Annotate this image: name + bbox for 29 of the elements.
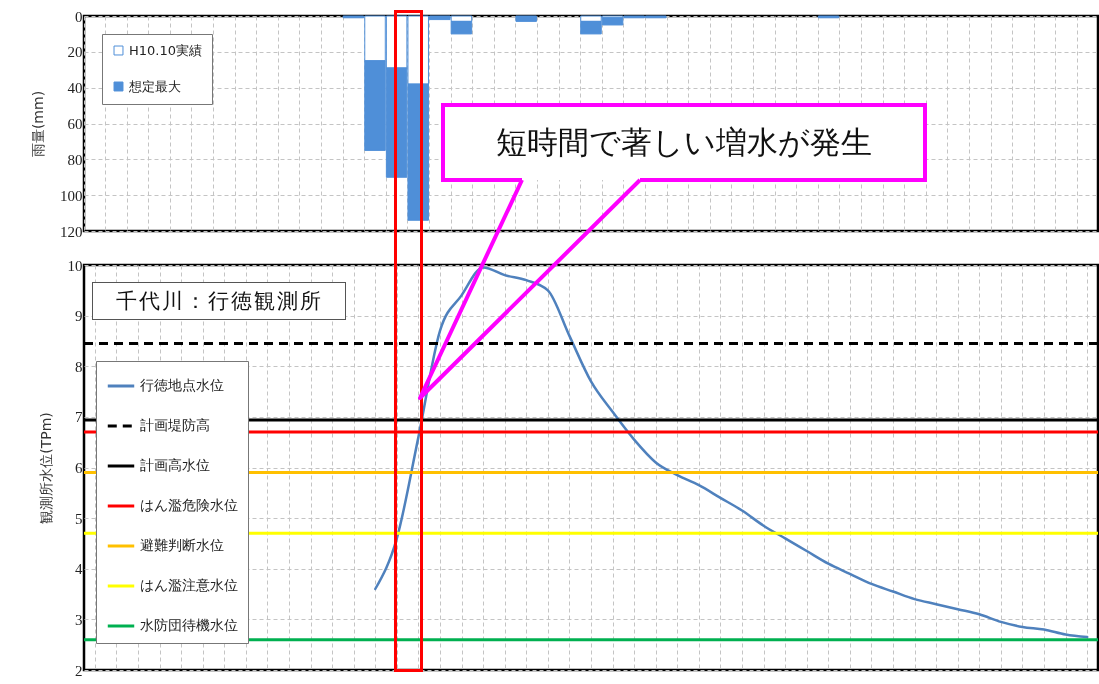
y-tick-label: 80 xyxy=(67,151,83,168)
annotation: 千代川：行徳観測所 xyxy=(92,282,346,320)
y-tick-label: 120 xyxy=(60,223,83,240)
legend-label: 計画高水位 xyxy=(140,457,210,473)
y-tick-label: 7 xyxy=(75,409,83,426)
y-tick-label: 9 xyxy=(75,308,83,325)
legend-label: 計画堤防高 xyxy=(140,417,210,433)
legend-label: はん濫注意水位 xyxy=(140,577,238,593)
legend-label: はん濫危険水位 xyxy=(140,497,238,513)
y-tick-label: 20 xyxy=(67,44,83,61)
legend-label: 水防団待機水位 xyxy=(140,617,238,633)
y-tick-label: 0 xyxy=(75,8,83,25)
legend-label: 行徳地点水位 xyxy=(140,377,224,393)
y-tick-label: 2 xyxy=(75,662,83,679)
y-tick-label: 40 xyxy=(67,80,83,97)
y-tick-label: 5 xyxy=(75,510,83,527)
y-tick-label: 3 xyxy=(75,611,83,628)
annotation: 短時間で著しい増水が発生 xyxy=(495,122,873,162)
legend-label: H10.10実績 xyxy=(129,42,202,58)
y-axis-title: 観測所水位(TPm) xyxy=(37,412,54,524)
y-tick-label: 10 xyxy=(67,257,83,274)
legend-label: 避難判断水位 xyxy=(140,537,224,553)
y-tick-label: 4 xyxy=(75,561,83,578)
y-tick-label: 8 xyxy=(75,358,83,375)
y-axis-title: 雨量(mm) xyxy=(30,90,46,158)
legend-label: 想定最大 xyxy=(128,78,181,94)
y-tick-label: 60 xyxy=(67,116,83,132)
y-tick-label: 100 xyxy=(60,187,83,204)
y-tick-label: 6 xyxy=(75,460,83,476)
